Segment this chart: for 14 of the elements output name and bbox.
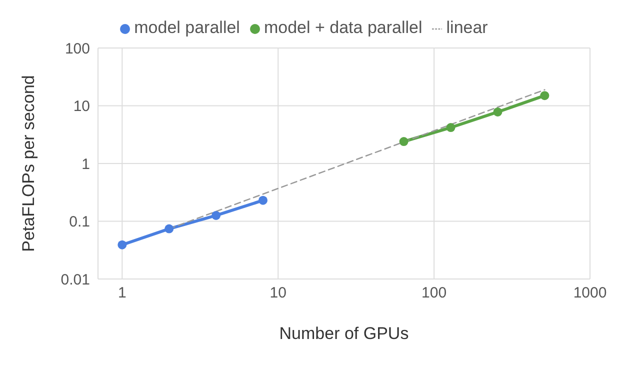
y-tick-label: 10 <box>73 98 90 116</box>
x-tick-label: 1000 <box>573 284 607 302</box>
x-tick-label: 100 <box>422 284 447 302</box>
x-axis-title: Number of GPUs <box>279 324 409 343</box>
y-tick-label: 0.1 <box>69 214 90 231</box>
legend-label: model + data parallel <box>264 18 422 37</box>
y-tick-label: 1 <box>82 156 90 173</box>
x-tick-label: 1 <box>118 284 126 302</box>
y-axis-title: PetaFLOPs per second <box>19 75 38 252</box>
y-tick-label: 0.01 <box>60 271 90 288</box>
legend-label: linear <box>446 18 488 37</box>
x-tick-label: 10 <box>270 284 286 302</box>
y-tick-label: 100 <box>64 40 90 58</box>
legend-label: model parallel <box>134 18 240 37</box>
